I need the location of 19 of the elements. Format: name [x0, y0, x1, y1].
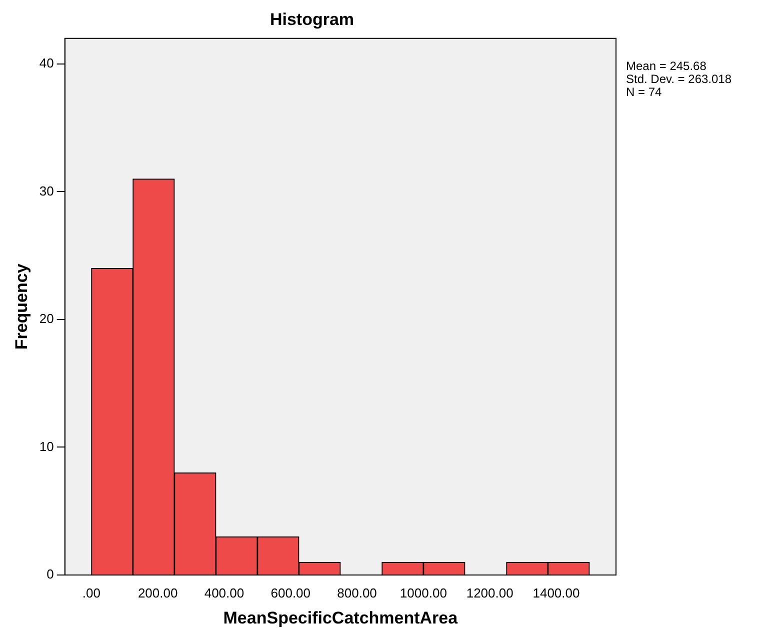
x-axis-title: MeanSpecificCatchmentArea: [223, 608, 458, 628]
y-tick-label: 10: [39, 438, 54, 454]
text: Mean = 245.68: [626, 59, 708, 73]
y-tick-label: 20: [39, 311, 54, 326]
x-tick-label: 400.00: [204, 585, 244, 600]
y-tick-label: 0: [46, 566, 54, 582]
y-axis-title: Frequency: [12, 263, 31, 350]
y-tick-label: 30: [39, 183, 54, 198]
x-tick-label: 1000.00: [400, 585, 447, 600]
x-tick-label: 1400.00: [532, 585, 580, 600]
x-tick-label: .00: [82, 585, 100, 600]
text: Std. Dev. = 263.018: [626, 72, 732, 86]
x-tick-label: 200.00: [138, 585, 178, 600]
x-tick-label: 800.00: [337, 585, 377, 600]
x-tick-label: 1200.00: [466, 585, 514, 600]
text: N = 74: [626, 85, 663, 99]
y-tick-label: 40: [39, 56, 54, 71]
x-tick-label: 600.00: [270, 585, 311, 600]
chart-title: Histogram: [270, 10, 354, 29]
